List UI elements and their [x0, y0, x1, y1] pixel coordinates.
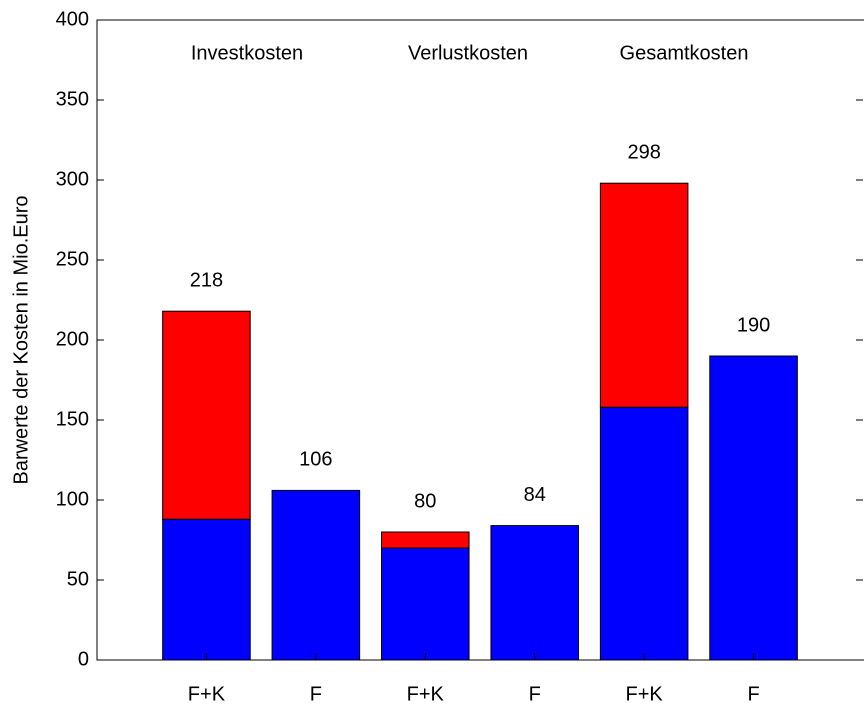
plot-frame: [96, 19, 864, 661]
x-tick-label: F: [529, 683, 541, 705]
total-label: 80: [414, 490, 436, 512]
y-tick-label: 300: [56, 168, 89, 190]
x-tick-label: F+K: [407, 683, 445, 705]
bar-segment: [381, 531, 470, 549]
bar-segment: [599, 182, 689, 408]
total-label: 106: [299, 449, 332, 471]
y-tick-label: 50: [67, 568, 89, 590]
x-tick-label: F: [747, 683, 759, 705]
total-label: 84: [524, 484, 546, 506]
total-label: 218: [190, 269, 223, 291]
y-tick-label: 250: [56, 248, 89, 270]
y-tick-label: 0: [78, 648, 89, 670]
x-tick-label: F: [310, 683, 322, 705]
bar-segment: [490, 525, 579, 661]
annotation: Verlustkosten: [408, 42, 528, 64]
bar-segment: [599, 406, 689, 661]
y-tick-label: 200: [56, 328, 89, 350]
y-tick-label: 100: [56, 488, 89, 510]
total-label: 190: [737, 314, 770, 336]
y-tick-label: 350: [56, 88, 89, 110]
x-tick-label: F+K: [626, 683, 664, 705]
annotation: Investkosten: [191, 42, 303, 64]
y-tick-label: 400: [56, 8, 89, 30]
bar-segment: [162, 310, 251, 520]
x-tick-label: F+K: [188, 683, 226, 705]
y-axis-label: Barwerte der Kosten in Mio.Euro: [10, 195, 32, 484]
bar-segment: [271, 489, 361, 661]
total-label: 298: [627, 141, 660, 163]
y-tick-label: 150: [56, 408, 89, 430]
annotation: Gesamtkosten: [620, 42, 749, 64]
bar-segment: [709, 355, 798, 661]
bar-segment: [162, 518, 251, 661]
bar-segment: [381, 547, 470, 661]
